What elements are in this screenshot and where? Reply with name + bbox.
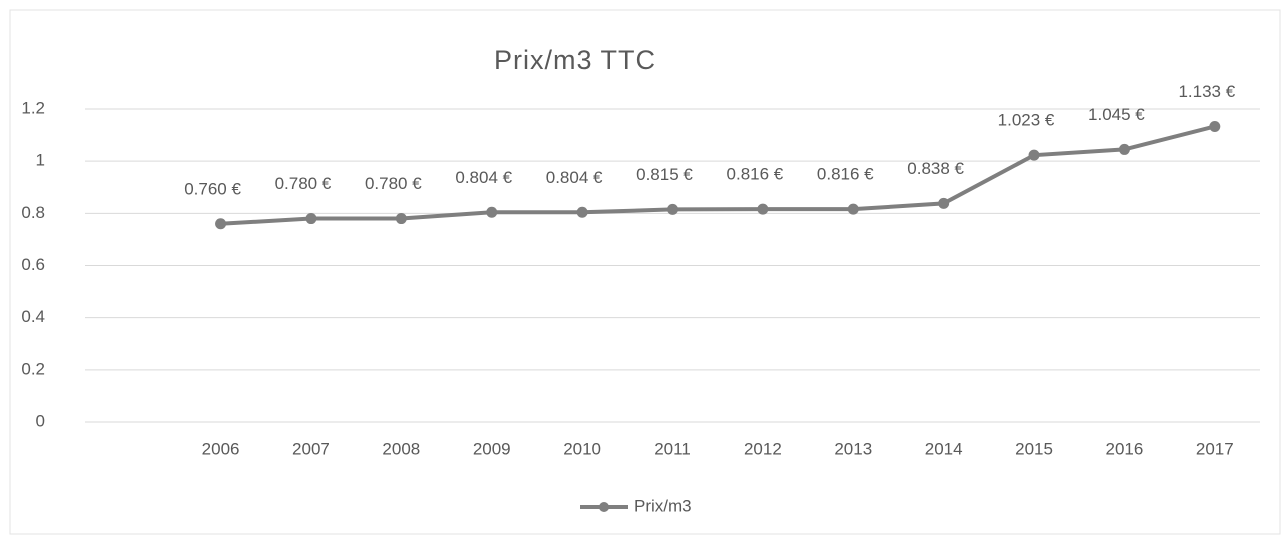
point-marker [1118, 143, 1130, 155]
y-tick-label: 0.2 [21, 359, 45, 378]
data-label: 0.780 € [365, 174, 422, 193]
point-marker [486, 206, 498, 218]
data-label: 0.804 € [455, 168, 512, 187]
x-tick-label: 2006 [202, 439, 240, 458]
x-tick-label: 2017 [1196, 439, 1234, 458]
point-marker [757, 203, 769, 215]
y-tick-label: 0 [36, 411, 45, 430]
x-tick-label: 2008 [382, 439, 420, 458]
x-tick-label: 2014 [925, 439, 963, 458]
data-label: 0.816 € [817, 165, 874, 184]
series-line [220, 124, 1216, 226]
data-label: 0.815 € [636, 165, 693, 184]
point-marker [938, 197, 950, 209]
y-tick-label: 1.2 [21, 98, 45, 117]
data-label: 0.780 € [275, 174, 332, 193]
point-marker [215, 218, 227, 230]
point-marker [667, 203, 678, 215]
x-tick-label: 2013 [834, 439, 872, 458]
x-tick-label: 2009 [473, 439, 511, 458]
legend-label: Prix/m3 [634, 496, 692, 515]
data-label: 0.838 € [907, 159, 964, 178]
data-label: 0.804 € [546, 168, 603, 187]
x-tick-label: 2016 [1106, 439, 1144, 458]
data-label: 0.816 € [727, 165, 784, 184]
chart-title: Prix/m3 TTC [494, 45, 656, 75]
point-marker [1209, 120, 1221, 132]
x-tick-label: 2012 [744, 439, 782, 458]
y-tick-label: 0.6 [21, 255, 45, 274]
x-tick-label: 2010 [563, 439, 601, 458]
data-label: 1.023 € [998, 111, 1055, 130]
y-tick-label: 0.4 [21, 307, 45, 326]
x-tick-label: 2007 [292, 439, 330, 458]
y-tick-label: 1 [36, 151, 45, 170]
chart-frame [9, 9, 1281, 535]
point-marker [576, 206, 588, 218]
point-marker [847, 203, 859, 215]
x-tick-label: 2015 [1015, 439, 1053, 458]
x-tick-label: 2011 [654, 439, 691, 458]
data-label: 1.045 € [1088, 105, 1145, 124]
point-marker [305, 213, 317, 225]
y-tick-label: 0.8 [21, 203, 45, 222]
legend-marker [599, 502, 609, 512]
data-label: 1.133 € [1178, 82, 1235, 101]
point-marker [1028, 149, 1040, 161]
point-marker [395, 213, 407, 225]
data-label: 0.760 € [184, 179, 241, 198]
